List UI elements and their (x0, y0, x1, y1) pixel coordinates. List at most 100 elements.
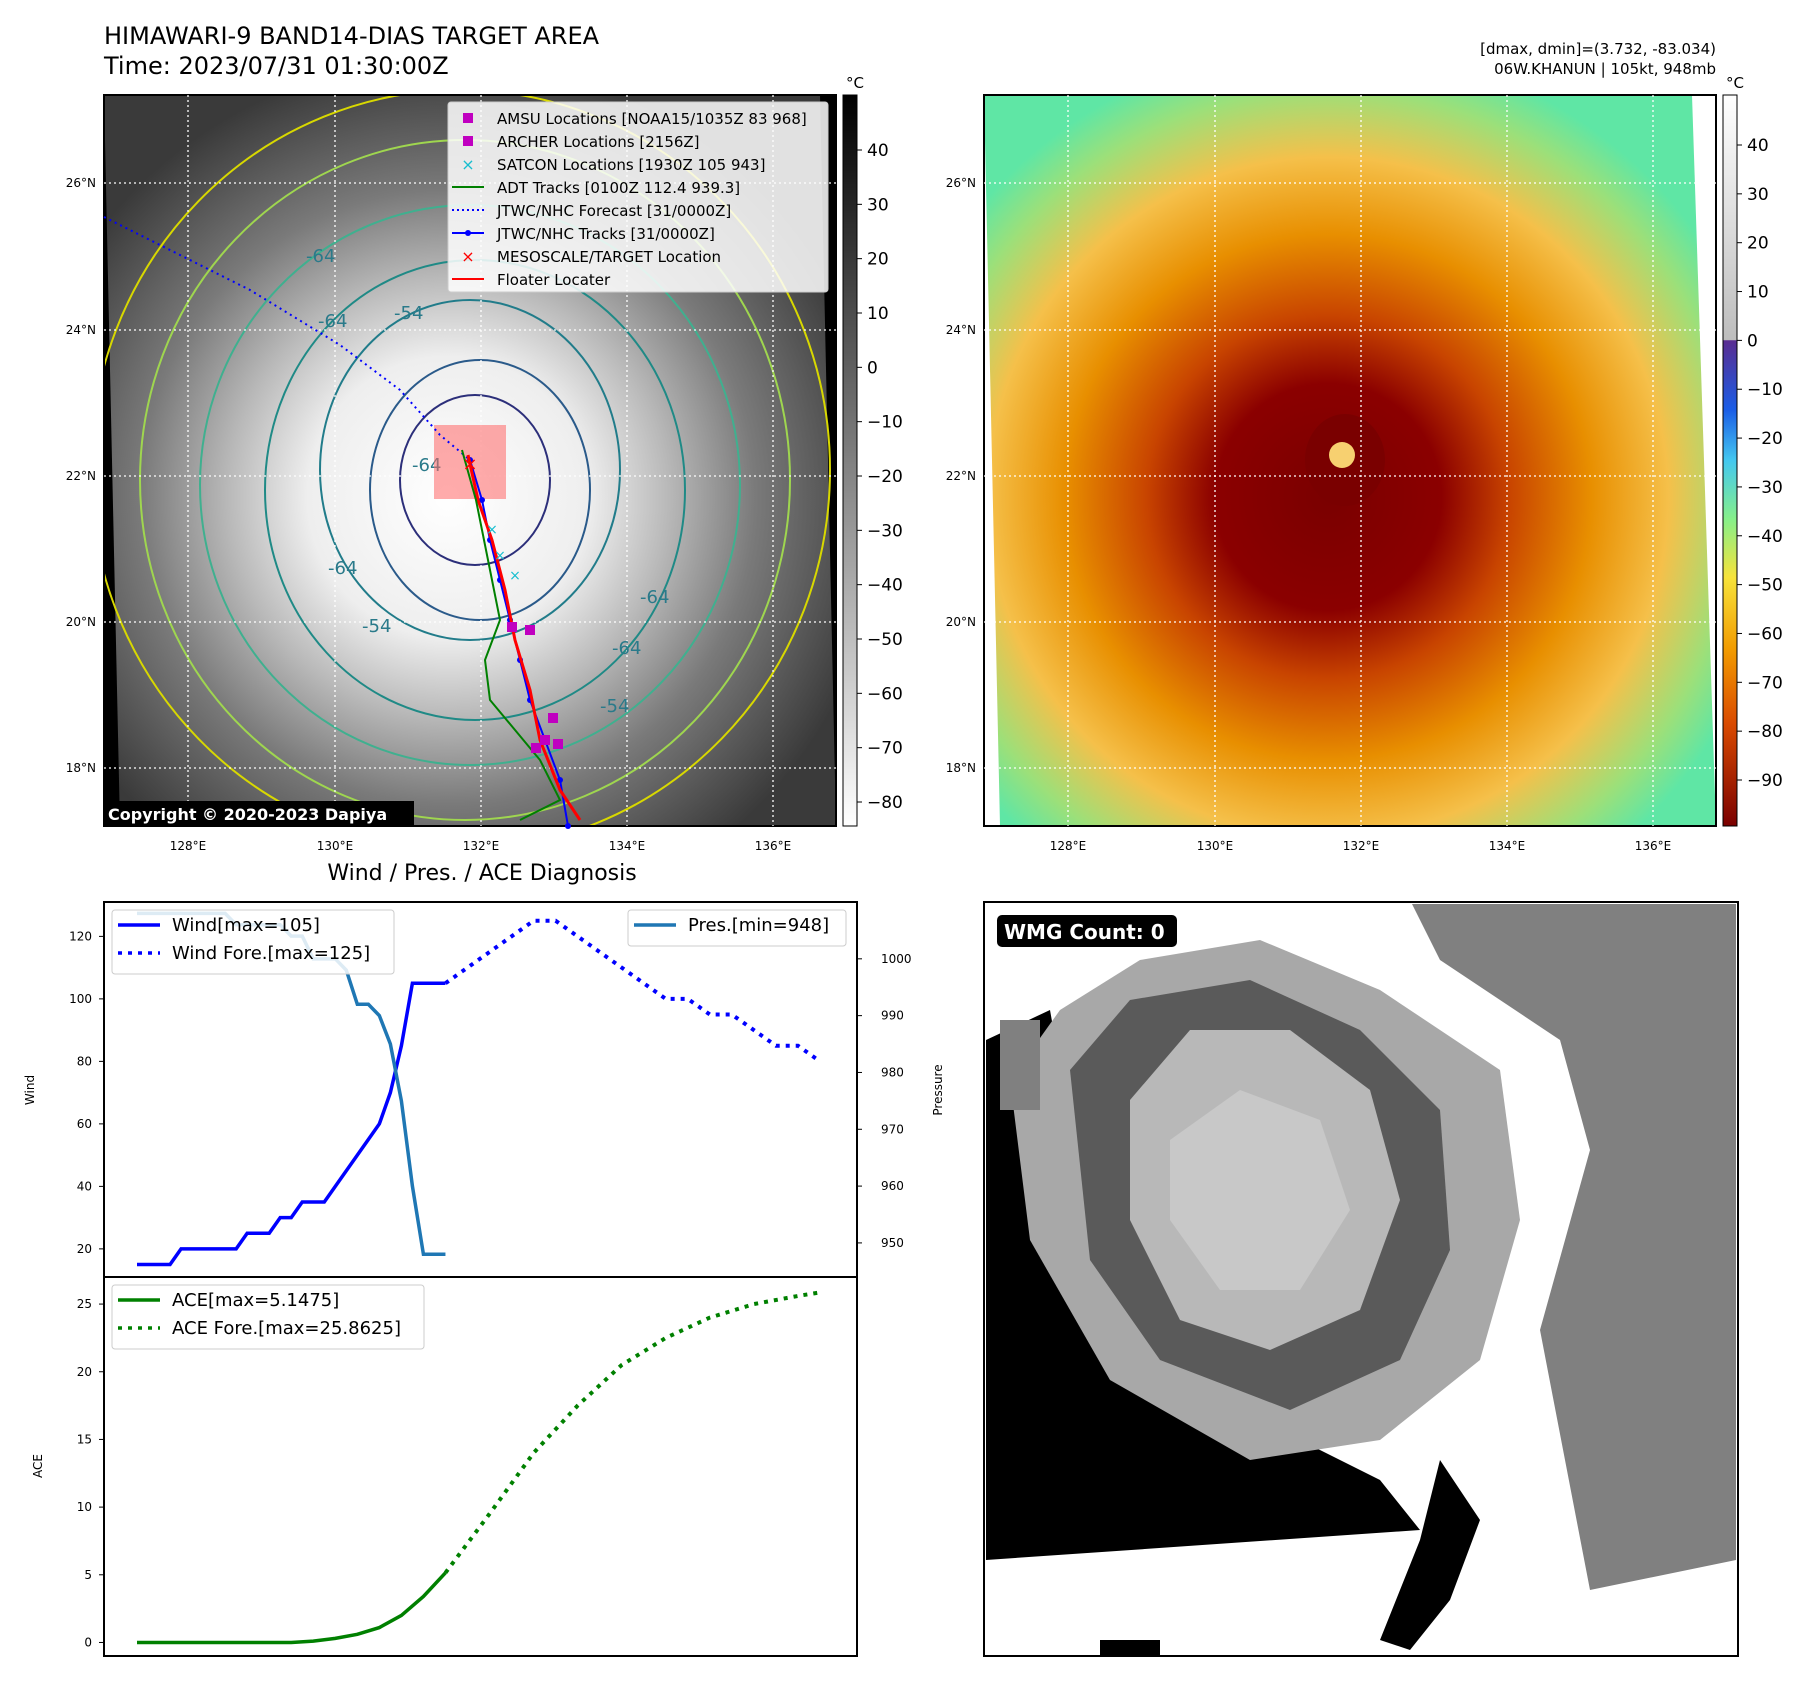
lat-label: 26°N (946, 176, 976, 190)
lon-label: 136°E (755, 839, 792, 853)
colorbar-tick-label: 40 (867, 141, 889, 161)
map1-frame (103, 94, 837, 827)
adt-track (461, 449, 562, 821)
legend-item: ARCHER Locations [2156Z] (497, 133, 700, 151)
contour-label: -54 (600, 696, 629, 717)
legend-item: ACE[max=5.1475] (172, 1290, 339, 1311)
colorbar-tick-label: 40 (1747, 136, 1769, 156)
ace-tick-label: 15 (77, 1432, 92, 1446)
wind-tick-label: 80 (77, 1054, 92, 1068)
lon-label: 130°E (317, 839, 354, 853)
colorbar-tick-label: −50 (867, 630, 903, 650)
colorbar-tick-label: 0 (1747, 331, 1758, 351)
satcon-marker: × (486, 522, 498, 538)
contour-label: -64 (640, 587, 669, 608)
legend-swatch (463, 136, 473, 146)
amsu-marker (540, 735, 550, 745)
colorbar-tick-label: 0 (867, 358, 878, 378)
map2-gridlines (984, 95, 1716, 826)
lat-label: 18°N (66, 761, 96, 775)
colorbar-tick-label: 10 (1747, 283, 1769, 303)
colorbar-tick-label: −20 (867, 467, 903, 487)
lon-label: 132°E (463, 839, 500, 853)
wind-tick-label: 20 (77, 1242, 92, 1256)
amsu-marker (507, 622, 517, 632)
ace-forecast-line (443, 1290, 821, 1574)
satcon-marker: × (509, 568, 521, 584)
legend-item: JTWC/NHC Forecast [31/0000Z] (496, 202, 731, 220)
amsu-marker (553, 739, 563, 749)
lat-label: 22°N (946, 469, 976, 483)
colorbar-tick-label: −70 (1747, 673, 1783, 693)
legend-swatch-point (465, 230, 471, 236)
amsu-marker (525, 625, 535, 635)
map-ir-color (984, 95, 1716, 826)
ace-tick-label: 5 (84, 1568, 92, 1582)
colorbar-unit: °C (846, 74, 864, 92)
pres-tick-label: 980 (881, 1065, 904, 1079)
legend-item: SATCON Locations [1930Z 105 943] (497, 156, 765, 174)
colorbar-tick-label: 20 (867, 250, 889, 270)
ace-axes (103, 1276, 858, 1657)
lat-label: 22°N (66, 469, 96, 483)
colorbar-tick-label: −70 (867, 739, 903, 759)
wmg-panel (984, 902, 1738, 1656)
colorbar-tick-label: 30 (1747, 185, 1769, 205)
map2-frame (983, 94, 1717, 827)
legend-item: Wind[max=105] (172, 915, 320, 936)
colorbar-tick-label: −80 (867, 793, 903, 813)
ace-tick-label: 0 (84, 1635, 92, 1649)
colorbar-unit: °C (1726, 74, 1744, 92)
pressure-legend (627, 909, 847, 947)
ace-line (137, 1571, 447, 1645)
title-line1: HIMAWARI-9 BAND14-DIAS TARGET AREA (104, 22, 600, 50)
colorbar-tick-label: −60 (867, 684, 903, 704)
colorbar-tick-label: −60 (1747, 624, 1783, 644)
colorbar-tick-label: −50 (1747, 576, 1783, 596)
colorbar-gray (842, 94, 858, 827)
stats-line1: [dmax, dmin]=(3.732, -83.034) (1480, 40, 1716, 58)
stats-line2: 06W.KHANUN | 105kt, 948mb (1494, 60, 1716, 78)
legend-swatch: × (461, 247, 474, 266)
lon-label: 134°E (1489, 839, 1526, 853)
colorbar-tick-label: −10 (867, 413, 903, 433)
colorbar-tick-label: −90 (1747, 771, 1783, 791)
colorbar-tick-label: 10 (867, 304, 889, 324)
colorbar-tick-label: −30 (867, 521, 903, 541)
floater-track (466, 454, 582, 821)
storm-tracks: × × × × (103, 216, 582, 829)
lat-label: 24°N (946, 323, 976, 337)
legend-swatch (463, 113, 473, 123)
legend-box (447, 101, 829, 293)
contour-label: -64 (318, 311, 347, 332)
map-legend: AMSU Locations [NOAA15/1035Z 83 968] ARCH… (447, 101, 829, 293)
contour-labels: -64-54-64-64-64-54-64-64-54 (306, 246, 669, 717)
colorbar-gray-ticks: °C 40 30 20 10 0 −10 −20 −30 −40 −50 −60 −70 −80 (846, 74, 903, 813)
colorbar-tick-label: −30 (1747, 478, 1783, 498)
wind-axis-label: Wind (23, 1075, 37, 1105)
pres-tick-label: 970 (881, 1122, 904, 1136)
lon-label: 134°E (609, 839, 646, 853)
lat-label: 26°N (66, 176, 96, 190)
lon-label: 128°E (1050, 839, 1087, 853)
colorbar-tick-label: −40 (1747, 527, 1783, 547)
lat-label: 18°N (946, 761, 976, 775)
copyright-text: Copyright © 2020-2023 Dapiya (108, 805, 387, 824)
jtwc-track-point (557, 777, 563, 783)
legend-item: MESOSCALE/TARGET Location (497, 248, 721, 266)
wind-tick-label: 120 (69, 929, 92, 943)
diag-title: Wind / Pres. / ACE Diagnosis (327, 861, 636, 886)
pres-tick-label: 950 (881, 1236, 904, 1250)
target-marker: × (462, 454, 477, 475)
amsu-marker (531, 743, 541, 753)
colorbar-tick-label: −20 (1747, 429, 1783, 449)
legend-item: ACE Fore.[max=25.8625] (172, 1318, 401, 1339)
colorbar-tick-label: 30 (867, 195, 889, 215)
wind-tick-label: 60 (77, 1117, 92, 1131)
pres-tick-label: 990 (881, 1009, 904, 1023)
pres-tick-label: 1000 (881, 952, 912, 966)
lat-label: 20°N (66, 615, 96, 629)
ace-axis-label: ACE (31, 1454, 45, 1478)
legend-item: JTWC/NHC Tracks [31/0000Z] (496, 225, 715, 243)
